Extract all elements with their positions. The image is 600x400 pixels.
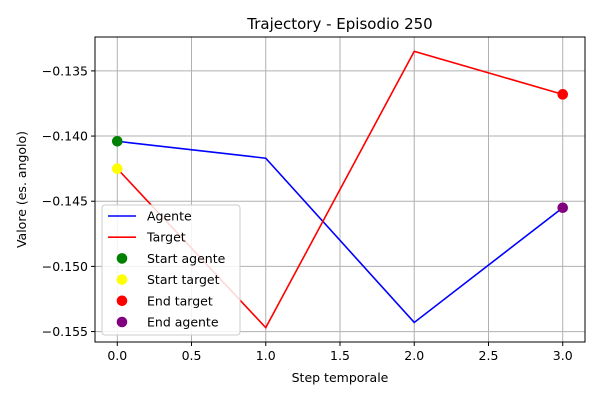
x-tick-label: 1.5 — [330, 348, 350, 363]
x-tick-label: 3.0 — [553, 348, 573, 363]
x-axis-ticks: 0.0 0.5 1.0 1.5 2.0 2.5 3.0 — [107, 342, 573, 363]
y-tick-label: −0.145 — [42, 194, 88, 209]
y-tick-label: −0.135 — [42, 63, 88, 78]
x-tick-label: 2.0 — [404, 348, 424, 363]
grid-lines — [95, 37, 585, 342]
legend-box — [101, 204, 241, 336]
y-tick-label: −0.155 — [42, 324, 88, 339]
x-tick-label: 1.0 — [256, 348, 276, 363]
legend-entry-label: Start agente — [147, 251, 226, 266]
chart-title: Trajectory - Episodio 250 — [246, 15, 432, 33]
x-tick-label: 0.5 — [182, 348, 202, 363]
x-axis-label: Step temporale — [292, 370, 389, 385]
y-tick-label: −0.150 — [42, 259, 88, 274]
series-line-agente — [117, 140, 564, 324]
marker-start-agente — [111, 135, 123, 147]
legend-dot-swatch — [116, 253, 128, 264]
legend-entry-label: End target — [147, 293, 213, 308]
x-tick-label: 0.0 — [107, 348, 127, 363]
legend-dot-swatch — [116, 316, 128, 328]
legend-dot-swatch — [116, 295, 128, 307]
marker-end-target — [557, 89, 569, 100]
y-axis-ticks: −0.155 −0.150 −0.145 −0.140 −0.135 — [42, 63, 95, 339]
legend-dot-swatch — [116, 274, 128, 285]
legend-entry-label: Start target — [147, 272, 220, 287]
legend: Agente Target Start agente Start target End … — [101, 204, 241, 336]
legend-entry-label: Agente — [147, 209, 192, 224]
x-tick-label: 2.5 — [479, 348, 499, 363]
marker-start-target — [111, 163, 123, 174]
legend-entry-label: Target — [146, 230, 186, 245]
y-tick-label: −0.140 — [42, 129, 88, 144]
marker-end-agente — [557, 202, 569, 214]
marker-points — [111, 89, 569, 214]
y-axis-label: Valore (es. angolo) — [14, 131, 29, 248]
legend-entry-label: End agente — [147, 315, 219, 330]
